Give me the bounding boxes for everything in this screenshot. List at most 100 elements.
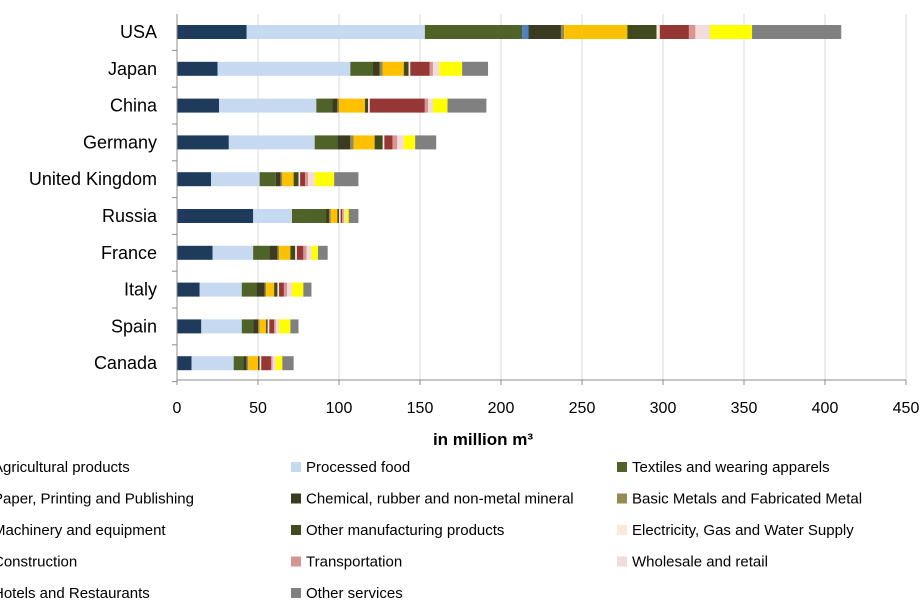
- bar-segment: [199, 282, 242, 297]
- legend-entry: Other services: [306, 585, 403, 601]
- bar-segment: [274, 319, 276, 334]
- bar-segment: [211, 172, 260, 187]
- bar-segment: [627, 25, 657, 39]
- x-tick-label: 350: [731, 400, 758, 417]
- bar-segment: [293, 172, 299, 187]
- category-label: France: [101, 243, 157, 263]
- legend-swatch: [291, 588, 301, 598]
- bar-segment: [424, 25, 523, 39]
- category-label: Canada: [94, 353, 158, 373]
- category-label: Spain: [111, 316, 157, 336]
- bar-segment: [177, 282, 200, 297]
- bar-segment: [241, 282, 257, 297]
- bar-segment: [564, 25, 628, 39]
- bar-segment: [300, 172, 305, 187]
- bar-segment: [259, 172, 276, 187]
- bar-segment: [528, 25, 561, 39]
- bar-segment: [337, 209, 339, 223]
- bar-segment: [177, 172, 212, 187]
- category-label: Germany: [83, 132, 157, 152]
- bar-segment: [339, 98, 365, 113]
- legend-swatch: [617, 493, 627, 504]
- x-tick-label: 300: [650, 400, 677, 417]
- legend-entry: Machinery and equipment: [0, 522, 166, 539]
- bar-segment: [384, 135, 393, 150]
- bar-segment: [752, 25, 842, 39]
- bar-segment: [316, 98, 333, 113]
- bar-segment: [243, 356, 247, 371]
- legend-swatch: [291, 556, 301, 567]
- bar-segment: [345, 209, 349, 223]
- bar-segment: [298, 172, 301, 187]
- bar-segment: [290, 245, 296, 260]
- legend-swatch: [617, 556, 627, 567]
- bar-segment: [350, 135, 354, 150]
- bar-segment: [228, 135, 315, 150]
- bar-segment: [277, 282, 280, 297]
- bar-segment: [275, 356, 283, 371]
- legend-entry: Basic Metals and Fabricated Metal: [632, 491, 862, 508]
- bar-segment: [304, 172, 309, 187]
- bar-segment: [340, 209, 343, 223]
- bar-segment: [191, 356, 234, 371]
- bar-segment: [382, 61, 404, 76]
- x-tick-label: 250: [569, 400, 596, 417]
- bar-segment: [277, 245, 280, 260]
- bar-segment: [270, 356, 273, 371]
- bar-segment: [382, 135, 385, 150]
- bar-segment: [369, 98, 425, 113]
- bar-segment: [428, 98, 433, 113]
- bar-segment: [177, 319, 202, 334]
- legend-swatch: [291, 493, 301, 504]
- legend-entry: Hotels and Restaurants: [0, 585, 150, 601]
- bar-segment: [688, 25, 696, 39]
- bar-segment: [267, 319, 270, 334]
- bar-segment: [522, 25, 529, 39]
- legend-swatch: [291, 525, 301, 535]
- bar-segment: [287, 282, 293, 297]
- bar-segment: [560, 25, 565, 39]
- bar-segment: [348, 209, 359, 223]
- bar-segment: [177, 98, 220, 113]
- bar-segment: [314, 135, 338, 150]
- bar-segment: [403, 135, 416, 150]
- bar-segment: [317, 245, 328, 260]
- legend-entry: Chemical, rubber and non-metal mineral: [306, 491, 574, 508]
- legend-swatch: [617, 462, 627, 472]
- bar-segment: [368, 98, 370, 113]
- legend: Agricultural products Processed food Texti…: [0, 459, 862, 601]
- bar-segment: [311, 245, 318, 260]
- bar-segment: [241, 319, 254, 334]
- bar-segment: [280, 172, 283, 187]
- bar-segment: [272, 356, 276, 371]
- legend-entry: Other manufacturing products: [306, 522, 504, 539]
- bar-segment: [279, 245, 291, 260]
- bar-segment: [659, 25, 689, 39]
- bar-segment: [415, 135, 437, 150]
- bar-segment: [290, 319, 299, 334]
- bar-segment: [217, 61, 351, 76]
- bar-segment: [329, 209, 331, 223]
- legend-entry: Transportation: [306, 554, 402, 571]
- bar-segment: [410, 61, 430, 76]
- category-label: United Kingdom: [29, 169, 157, 189]
- bar-segment: [447, 98, 487, 113]
- bar-segment: [212, 245, 254, 260]
- bar-segment: [269, 245, 278, 260]
- bar-segment: [261, 356, 271, 371]
- bar-segment: [292, 282, 304, 297]
- legend-entry: Wholesale and retail: [632, 554, 768, 571]
- bars: [177, 25, 842, 371]
- bar-segment: [392, 135, 398, 150]
- bar-segment: [373, 61, 380, 76]
- bar-segment: [397, 135, 404, 150]
- bar-segment: [364, 98, 369, 113]
- bar-segment: [259, 356, 262, 371]
- x-tick-label: 50: [249, 400, 267, 417]
- x-tick-label: 100: [326, 400, 353, 417]
- category-label: Japan: [108, 59, 157, 79]
- bar-segment: [337, 135, 351, 150]
- category-labels: USA Japan China Germany United Kingdom Russia…: [29, 22, 177, 383]
- bar-segment: [201, 319, 242, 334]
- x-tick-label: 450: [893, 400, 920, 417]
